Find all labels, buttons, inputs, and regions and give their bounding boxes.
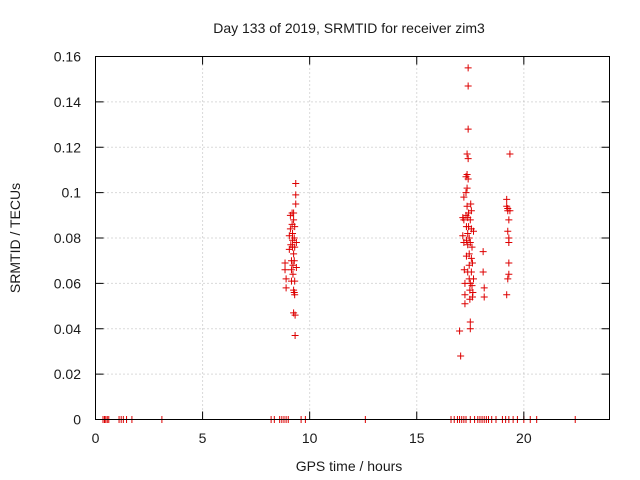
data-point [290, 209, 298, 217]
data-point [463, 150, 471, 158]
data-point [464, 175, 472, 183]
data-point [289, 270, 297, 278]
data-point [460, 193, 468, 201]
data-point [456, 327, 464, 335]
data-point [479, 248, 487, 256]
data-point [479, 268, 487, 276]
data-point [468, 243, 476, 251]
data-point [467, 207, 475, 215]
data-point [506, 207, 514, 215]
x-tick-label: 20 [516, 430, 532, 446]
data-point [464, 155, 472, 163]
data-point [290, 234, 298, 242]
data-point [480, 293, 488, 301]
data-point [291, 243, 299, 251]
data-point [281, 259, 289, 267]
data-point [291, 223, 299, 231]
data-point [461, 300, 469, 308]
data-point [503, 195, 511, 203]
data-point [470, 227, 478, 235]
x-tick-label: 5 [199, 430, 207, 446]
data-point [462, 189, 470, 197]
axis-ticks [95, 56, 610, 420]
data-point [292, 239, 300, 247]
data-point [463, 170, 471, 178]
y-tick-label: 0.1 [62, 185, 82, 201]
data-point [291, 332, 299, 340]
data-point [464, 82, 472, 90]
data-point [467, 268, 475, 276]
data-point [504, 275, 512, 283]
data-point [466, 325, 474, 333]
data-point [468, 282, 476, 290]
data-point [291, 291, 299, 299]
data-point [464, 64, 472, 72]
x-tick-label: 0 [92, 430, 100, 446]
data-point [466, 216, 474, 224]
x-axis-label: GPS time / hours [296, 458, 403, 474]
data-point [459, 232, 467, 240]
data-point [470, 275, 478, 283]
data-point [504, 227, 512, 235]
data-point [464, 229, 472, 237]
data-point [291, 277, 299, 285]
data-point [463, 184, 471, 192]
data-point [466, 239, 474, 247]
data-point [282, 284, 290, 292]
data-point [291, 311, 299, 319]
data-point [505, 270, 513, 278]
data-point [467, 254, 475, 262]
x-tick-label: 10 [302, 430, 318, 446]
data-point [282, 275, 290, 283]
data-point [292, 191, 300, 199]
data-point [465, 250, 473, 258]
data-point [506, 150, 514, 158]
data-point [503, 291, 511, 299]
data-point [287, 266, 295, 274]
y-tick-label: 0.06 [54, 275, 81, 291]
data-point [505, 239, 513, 247]
y-tick-label: 0.14 [54, 94, 81, 110]
y-axis-label: SRMTID / TECUs [7, 183, 23, 293]
x-axis-tick-labels: 0 5 10 15 20 [92, 430, 532, 446]
y-tick-label: 0.04 [54, 321, 81, 337]
data-point [466, 318, 474, 326]
data-point [505, 259, 513, 267]
data-point [467, 200, 475, 208]
data-point [461, 291, 469, 299]
data-point [465, 234, 473, 242]
data-point [290, 257, 298, 265]
y-tick-label: 0.08 [54, 230, 81, 246]
data-point [290, 250, 298, 258]
y-tick-label: 0 [73, 412, 81, 428]
y-tick-label: 0.16 [54, 49, 81, 65]
data-point [292, 180, 300, 188]
y-tick-label: 0.12 [54, 139, 81, 155]
data-point [460, 216, 468, 224]
data-point [292, 263, 300, 271]
data-point [505, 216, 513, 224]
x-tick-label: 15 [409, 430, 425, 446]
data-point [463, 202, 471, 210]
data-point [464, 125, 472, 133]
data-point [281, 266, 289, 274]
data-point [468, 259, 476, 267]
y-tick-label: 0.02 [54, 366, 81, 382]
chart-title: Day 133 of 2019, SRMTID for receiver zim… [213, 20, 485, 36]
data-point [290, 216, 298, 224]
data-point [469, 288, 477, 296]
data-point [292, 200, 300, 208]
data-point [480, 284, 488, 292]
data-point [289, 229, 297, 237]
data-point [286, 225, 294, 233]
grid-lines [95, 56, 610, 420]
data-point [457, 352, 465, 360]
y-axis-tick-labels: 0 0.02 0.04 0.06 0.08 0.1 0.12 0.14 0.16 [54, 49, 81, 428]
